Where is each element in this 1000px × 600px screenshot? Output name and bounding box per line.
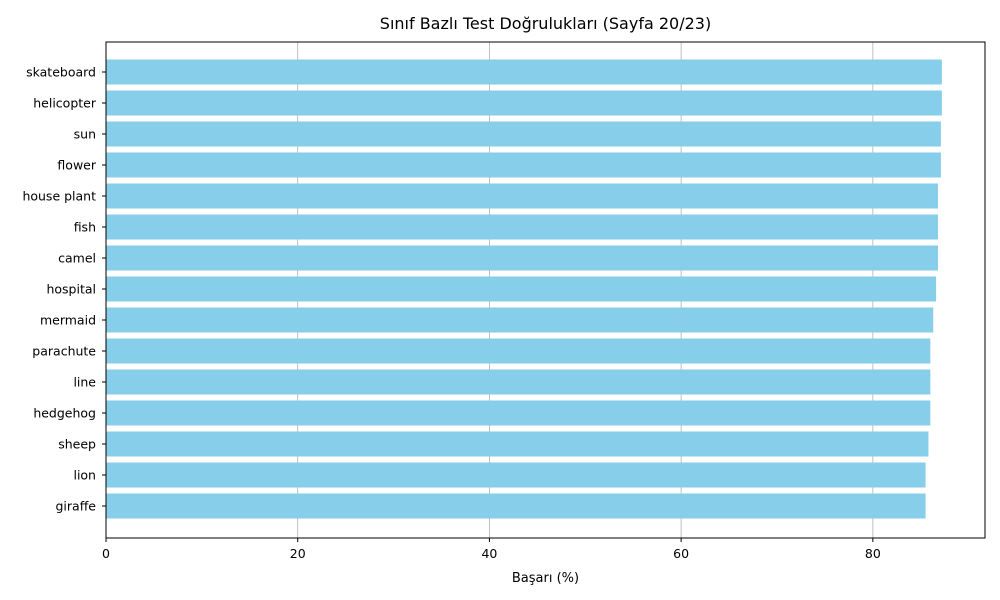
y-tick-label: lion bbox=[73, 468, 96, 483]
x-tick-label: 20 bbox=[290, 546, 306, 561]
bar-fish bbox=[106, 214, 939, 240]
y-tick-label: sun bbox=[74, 127, 96, 142]
bars bbox=[106, 59, 942, 519]
y-tick-label: house plant bbox=[22, 189, 96, 204]
bar-skateboard bbox=[106, 59, 942, 85]
bar-parachute bbox=[106, 338, 931, 364]
x-tick-label: 40 bbox=[481, 546, 497, 561]
bar-giraffe bbox=[106, 493, 926, 519]
chart-title: Sınıf Bazlı Test Doğrulukları (Sayfa 20/… bbox=[380, 14, 711, 33]
bar-house-plant bbox=[106, 183, 939, 209]
x-tick-label: 80 bbox=[865, 546, 881, 561]
y-tick-labels: skateboard helicopter sun flower house plant… bbox=[22, 65, 106, 514]
y-tick-label: giraffe bbox=[55, 499, 96, 514]
y-tick-label: hedgehog bbox=[33, 406, 96, 421]
x-tick-label: 60 bbox=[673, 546, 689, 561]
bar-hospital bbox=[106, 276, 937, 302]
plot-frame bbox=[105, 41, 986, 539]
y-tick-label: camel bbox=[58, 251, 96, 266]
y-tick-label: sheep bbox=[58, 437, 96, 452]
bar-line bbox=[106, 369, 931, 395]
y-tick-label: helicopter bbox=[33, 96, 97, 111]
axes bbox=[105, 41, 986, 539]
bar-flower bbox=[106, 152, 941, 178]
bar-lion bbox=[106, 462, 926, 488]
x-tick-label: 0 bbox=[102, 546, 110, 561]
y-tick-label: parachute bbox=[32, 344, 96, 359]
bar-helicopter bbox=[106, 90, 942, 116]
bar-mermaid bbox=[106, 307, 934, 333]
y-tick-label: skateboard bbox=[26, 65, 96, 80]
bar-sheep bbox=[106, 431, 929, 457]
y-tick-label: hospital bbox=[46, 282, 96, 297]
bar-hedgehog bbox=[106, 400, 931, 426]
y-tick-label: line bbox=[73, 375, 96, 390]
bar-sun bbox=[106, 121, 941, 147]
x-tick-labels: 0 20 40 60 80 bbox=[102, 538, 881, 561]
y-tick-label: flower bbox=[57, 158, 96, 173]
bar-camel bbox=[106, 245, 939, 271]
y-tick-label: fish bbox=[74, 220, 96, 235]
y-tick-label: mermaid bbox=[40, 313, 96, 328]
x-axis-label: Başarı (%) bbox=[512, 571, 579, 586]
